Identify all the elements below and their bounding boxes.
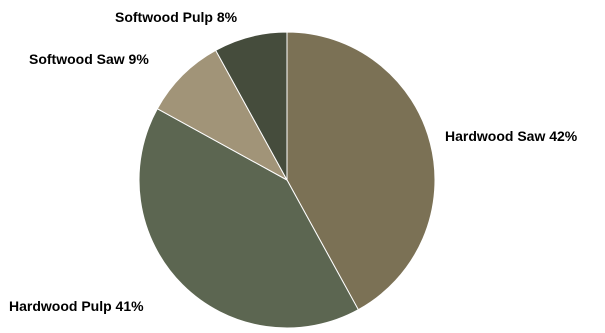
slice-label-hardwood-saw: Hardwood Saw 42% (445, 128, 578, 144)
pie-labels: Hardwood Saw 42% Hardwood Pulp 41% Softw… (9, 9, 578, 314)
pie-slice-softwood-pulp (215, 31, 288, 181)
pie-slice-hardwood-pulp (138, 108, 359, 329)
pie-slice-hardwood-saw (286, 31, 436, 311)
pie-slices (138, 31, 436, 329)
slice-label-softwood-saw: Softwood Saw 9% (29, 51, 149, 67)
slice-label-hardwood-pulp: Hardwood Pulp 41% (9, 298, 144, 314)
pie-slice-softwood-saw (156, 49, 289, 182)
slice-label-softwood-pulp: Softwood Pulp 8% (115, 9, 238, 25)
